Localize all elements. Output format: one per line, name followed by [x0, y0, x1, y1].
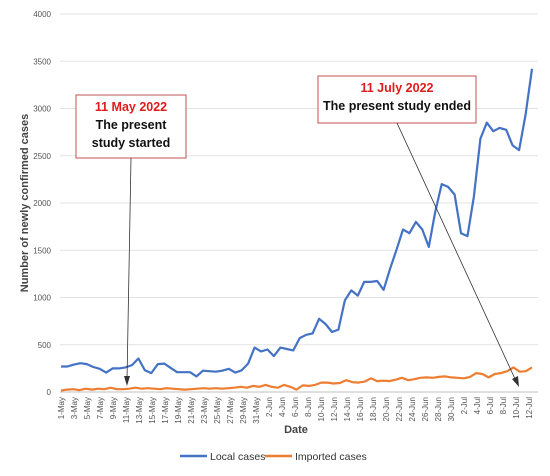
x-tick-label: 4-Jul: [473, 397, 482, 415]
series-line-imported-cases: [60, 366, 533, 392]
y-tick-label: 500: [38, 341, 52, 350]
annotation-arrow: [126, 157, 132, 381]
x-axis-ticks: 1-May 3-May 5-May 7-May 9-May 11-May 13-May 15-…: [57, 397, 534, 424]
annotation-study-start: 11 May 2022 The present study started: [75, 94, 187, 386]
x-tick-label: 6-Jun: [291, 397, 300, 417]
x-tick-label: 14-Jun: [343, 397, 352, 421]
y-tick-label: 3000: [33, 105, 51, 114]
legend-label-imported: Imported cases: [295, 451, 367, 463]
x-tick-label: 26-Jun: [421, 397, 430, 421]
arrow-head: [512, 376, 519, 387]
legend: Local cases Imported cases: [180, 451, 367, 463]
x-tick-label: 30-Jun: [447, 397, 456, 421]
annotation-text: The present: [96, 118, 168, 132]
x-tick-label: 28-Jun: [434, 397, 443, 421]
legend-label-local: Local cases: [210, 451, 265, 463]
annotation-text: The present study ended: [323, 99, 471, 113]
y-tick-label: 0: [47, 388, 52, 397]
x-tick-label: 10-Jun: [317, 397, 326, 421]
x-axis-label: Date: [284, 424, 308, 436]
x-tick-label: 1-May: [57, 397, 66, 419]
x-tick-label: 25-May: [213, 397, 222, 424]
series-lines: [60, 68, 534, 392]
annotation-date: 11 July 2022: [361, 81, 434, 95]
x-tick-label: 12-Jun: [330, 397, 339, 421]
y-tick-label: 2000: [33, 199, 51, 208]
x-tick-label: 24-Jun: [408, 397, 417, 421]
annotation-date: 11 May 2022: [95, 100, 167, 114]
x-tick-label: 9-May: [109, 397, 118, 419]
y-tick-label: 1500: [33, 246, 51, 255]
x-tick-label: 3-May: [70, 397, 79, 419]
annotation-study-end: 11 July 2022 The present study ended: [317, 75, 519, 387]
x-tick-label: 31-May: [252, 397, 261, 424]
x-tick-label: 6-Jul: [486, 397, 495, 415]
x-tick-label: 10-Jul: [512, 397, 521, 419]
y-tick-label: 2500: [33, 152, 51, 161]
annotation-text: study started: [92, 136, 171, 150]
annotation-arrow: [396, 122, 517, 382]
x-tick-label: 18-Jun: [369, 397, 378, 421]
x-tick-label: 13-May: [135, 397, 144, 424]
x-tick-label: 17-May: [161, 397, 170, 424]
gridlines: [60, 13, 538, 346]
y-axis-label: Number of newly confirmed cases: [19, 114, 31, 293]
series-line-local-cases: [61, 68, 534, 378]
x-tick-label: 29-May: [239, 397, 248, 424]
x-tick-label: 16-Jun: [356, 397, 365, 421]
x-tick-label: 15-May: [148, 397, 157, 424]
x-tick-label: 12-Jul: [525, 397, 534, 419]
x-tick-label: 20-Jun: [382, 397, 391, 421]
x-tick-label: 22-Jun: [395, 397, 404, 421]
x-tick-label: 23-May: [200, 397, 209, 424]
x-tick-label: 8-Jul: [499, 397, 508, 415]
y-axis-ticks: 0 500 1000 1500 2000 2500 3000 3500 4000: [33, 10, 51, 397]
x-tick-label: 2-Jun: [265, 397, 274, 417]
arrow-head: [124, 376, 130, 386]
x-tick-label: 19-May: [174, 397, 183, 424]
x-tick-label: 27-May: [226, 397, 235, 424]
x-tick-label: 2-Jul: [460, 397, 469, 415]
annotation-box: [75, 94, 187, 159]
x-tick-label: 4-Jun: [278, 397, 287, 417]
y-tick-label: 4000: [33, 10, 51, 19]
x-tick-label: 11-May: [122, 397, 131, 423]
x-tick-label: 5-May: [83, 397, 92, 419]
x-tick-label: 7-May: [96, 397, 105, 419]
y-tick-label: 3500: [33, 57, 51, 66]
x-tick-label: 21-May: [187, 397, 196, 424]
annotation-box: [317, 75, 477, 124]
y-tick-label: 1000: [33, 294, 51, 303]
x-tick-label: 8-Jun: [304, 397, 313, 417]
